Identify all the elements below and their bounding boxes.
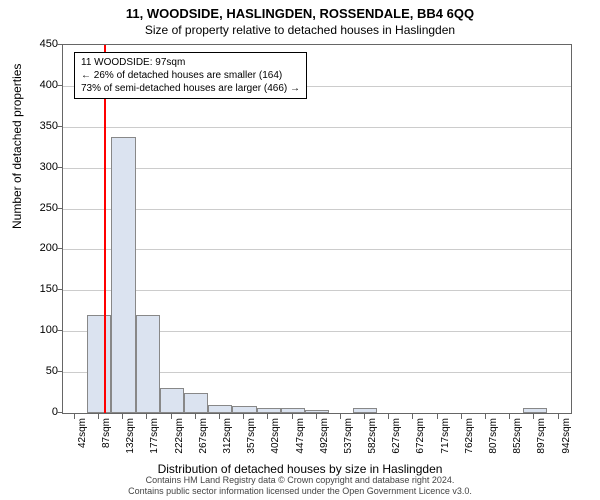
chart-title: 11, WOODSIDE, HASLINGDEN, ROSSENDALE, BB… (0, 0, 600, 21)
annotation-line3: 73% of semi-detached houses are larger (… (81, 82, 300, 95)
y-tick-mark (57, 289, 62, 290)
x-tick-label: 42sqm (77, 418, 88, 468)
histogram-bar (523, 408, 547, 413)
x-tick-mark (437, 414, 438, 419)
histogram-bar (305, 410, 329, 413)
grid-line (63, 127, 571, 128)
histogram-bar (281, 408, 305, 413)
y-tick-label: 100 (18, 324, 58, 336)
x-tick-label: 807sqm (488, 418, 499, 468)
x-tick-mark (98, 414, 99, 419)
x-tick-label: 87sqm (101, 418, 112, 468)
x-tick-label: 447sqm (295, 418, 306, 468)
histogram-bar (232, 406, 256, 413)
plot-area (62, 44, 572, 414)
y-tick-mark (57, 167, 62, 168)
histogram-bar (257, 408, 281, 413)
grid-line (63, 290, 571, 291)
x-tick-label: 942sqm (561, 418, 572, 468)
x-tick-mark (461, 414, 462, 419)
x-tick-label: 582sqm (367, 418, 378, 468)
x-tick-label: 402sqm (270, 418, 281, 468)
annotation-line2: ← 26% of detached houses are smaller (16… (81, 69, 300, 82)
grid-line (63, 249, 571, 250)
chart-container: 11, WOODSIDE, HASLINGDEN, ROSSENDALE, BB… (0, 0, 600, 500)
x-tick-label: 717sqm (440, 418, 451, 468)
x-tick-label: 672sqm (415, 418, 426, 468)
y-tick-label: 150 (18, 283, 58, 295)
x-tick-mark (146, 414, 147, 419)
x-tick-label: 627sqm (391, 418, 402, 468)
y-tick-mark (57, 85, 62, 86)
histogram-bar (160, 388, 184, 413)
footer-line1: Contains HM Land Registry data © Crown c… (0, 475, 600, 486)
x-tick-mark (340, 414, 341, 419)
x-tick-label: 852sqm (512, 418, 523, 468)
histogram-bar (136, 315, 160, 413)
y-tick-label: 250 (18, 202, 58, 214)
x-tick-label: 312sqm (222, 418, 233, 468)
y-tick-label: 200 (18, 242, 58, 254)
x-tick-label: 762sqm (464, 418, 475, 468)
y-tick-label: 350 (18, 120, 58, 132)
y-tick-mark (57, 44, 62, 45)
y-tick-mark (57, 412, 62, 413)
x-tick-mark (412, 414, 413, 419)
histogram-bar (208, 405, 232, 413)
y-tick-label: 400 (18, 79, 58, 91)
footer: Contains HM Land Registry data © Crown c… (0, 475, 600, 497)
x-tick-mark (364, 414, 365, 419)
x-tick-label: 267sqm (198, 418, 209, 468)
x-tick-mark (267, 414, 268, 419)
x-tick-mark (292, 414, 293, 419)
x-tick-mark (533, 414, 534, 419)
x-tick-mark (316, 414, 317, 419)
x-tick-mark (558, 414, 559, 419)
chart-subtitle: Size of property relative to detached ho… (0, 21, 600, 37)
x-tick-mark (485, 414, 486, 419)
grid-line (63, 168, 571, 169)
x-tick-label: 897sqm (536, 418, 547, 468)
histogram-bar (353, 408, 377, 413)
x-tick-label: 492sqm (319, 418, 330, 468)
y-tick-label: 450 (18, 38, 58, 50)
marker-line (104, 45, 106, 413)
x-tick-label: 537sqm (343, 418, 354, 468)
y-tick-mark (57, 208, 62, 209)
histogram-bar (111, 137, 135, 413)
x-tick-mark (122, 414, 123, 419)
y-tick-mark (57, 248, 62, 249)
y-tick-label: 50 (18, 365, 58, 377)
y-tick-mark (57, 371, 62, 372)
x-tick-mark (195, 414, 196, 419)
y-tick-mark (57, 126, 62, 127)
footer-line2: Contains public sector information licen… (0, 486, 600, 497)
histogram-bar (87, 315, 111, 413)
x-tick-mark (171, 414, 172, 419)
y-tick-label: 300 (18, 161, 58, 173)
x-tick-label: 357sqm (246, 418, 257, 468)
x-tick-label: 177sqm (149, 418, 160, 468)
histogram-bar (184, 393, 208, 413)
x-tick-mark (74, 414, 75, 419)
x-tick-mark (509, 414, 510, 419)
y-tick-mark (57, 330, 62, 331)
x-tick-label: 222sqm (174, 418, 185, 468)
x-tick-mark (388, 414, 389, 419)
annotation-line1: 11 WOODSIDE: 97sqm (81, 56, 300, 69)
x-tick-mark (243, 414, 244, 419)
y-tick-label: 0 (18, 406, 58, 418)
x-tick-label: 132sqm (125, 418, 136, 468)
annotation-box: 11 WOODSIDE: 97sqm ← 26% of detached hou… (74, 52, 307, 99)
grid-line (63, 209, 571, 210)
x-tick-mark (219, 414, 220, 419)
